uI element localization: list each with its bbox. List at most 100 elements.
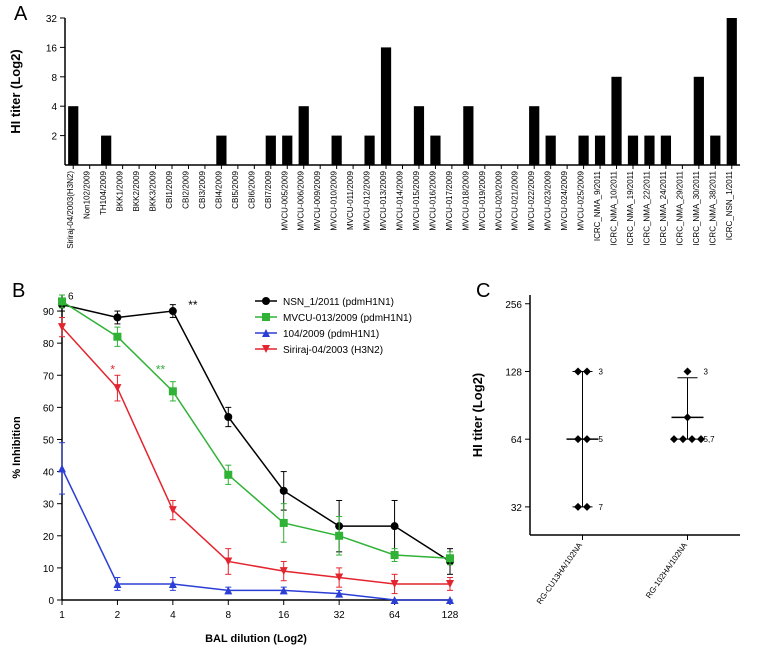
annotation: * — [110, 362, 115, 376]
xtick-label: MVCU-020/2009 — [494, 170, 503, 230]
xtick-label: RG-102HA/102NA — [644, 540, 689, 600]
xtick-label: MVCU-017/2009 — [445, 170, 454, 230]
series-marker — [169, 387, 177, 395]
series-marker — [113, 313, 121, 321]
series-marker — [113, 384, 121, 392]
xtick-label: MVCU-014/2009 — [396, 170, 405, 230]
series-marker — [169, 307, 177, 315]
xtick-label: CBI1/2009 — [165, 170, 174, 208]
scatter-point — [684, 367, 692, 375]
xtick-label: BKK2/2009 — [132, 170, 141, 211]
ytick-label: 10 — [43, 564, 55, 575]
panel-b-chart: 010203040506070809012481632641286*****NS… — [0, 275, 460, 655]
scatter-point — [583, 435, 591, 443]
ytick-label: 2 — [51, 132, 57, 143]
panel-letter: B — [12, 280, 25, 302]
ytick-label: 40 — [43, 468, 55, 479]
xtick-label: ICRC_NMA_29/2011 — [675, 170, 684, 245]
ytick-label: 4 — [51, 102, 57, 113]
xtick-label: ICRC_NMA_30/2011 — [692, 170, 701, 245]
xtick-label: CBI6/2009 — [247, 170, 256, 208]
series-marker — [391, 551, 399, 559]
bar — [578, 136, 588, 165]
bar — [463, 106, 473, 165]
bar — [414, 106, 424, 165]
bar — [381, 47, 391, 165]
bar — [299, 106, 309, 165]
bar — [644, 136, 654, 165]
ytick-label: 60 — [43, 403, 55, 414]
xtick-label: ICRC_NMA_22/2011 — [642, 170, 651, 245]
ytick-label: 50 — [43, 435, 55, 446]
xtick-label: MVCU-009/2009 — [313, 170, 322, 230]
point-label: 3 — [704, 367, 709, 376]
xtick-label: MVCU-006/2009 — [297, 170, 306, 230]
bar — [611, 77, 621, 165]
scatter-point — [684, 413, 692, 421]
bar — [628, 136, 638, 165]
xtick-label: 4 — [170, 610, 176, 621]
annotation: 6 — [68, 291, 74, 302]
bar — [101, 136, 111, 165]
xtick-label: ICRC_NMA_10/2011 — [610, 170, 619, 245]
xtick-label: MVCU-005/2009 — [280, 170, 289, 230]
xtick-label: MVCU-023/2009 — [544, 170, 553, 230]
bar — [364, 136, 374, 165]
ytick-label: 0 — [48, 596, 54, 607]
xtick-label: ICRC_NMA_24/2011 — [659, 170, 668, 245]
series-marker — [224, 413, 232, 421]
scatter-point — [574, 503, 582, 511]
series-marker — [280, 519, 288, 527]
legend-label: Siriraj-04/2003 (H3N2) — [283, 345, 383, 356]
xtick-label: 64 — [389, 610, 401, 621]
ytick-label: 32 — [46, 14, 58, 25]
bar — [332, 136, 342, 165]
xtick-label: 128 — [442, 610, 459, 621]
point-label: 7 — [599, 503, 604, 512]
scatter-point — [679, 435, 687, 443]
scatter-point — [583, 367, 591, 375]
point-label: 3 — [599, 367, 604, 376]
bar — [710, 136, 720, 165]
ytick-label: 90 — [43, 307, 55, 318]
ytick-label: 256 — [505, 300, 522, 311]
panel-letter: C — [476, 280, 490, 302]
panel-letter: A — [14, 3, 28, 25]
xtick-label: ICRC_NSN_1/2011 — [725, 170, 734, 240]
y-axis-label: HI titer (Log2) — [470, 373, 485, 458]
ytick-label: 20 — [43, 532, 55, 543]
series-marker — [113, 333, 121, 341]
x-axis-label: BAL dilution (Log2) — [205, 633, 307, 645]
bar — [430, 136, 440, 165]
xtick-label: MVCU-018/2009 — [461, 170, 470, 230]
scatter-point — [670, 435, 678, 443]
legend-label: MVCU-013/2009 (pdmH1N1) — [283, 313, 412, 324]
ytick-label: 70 — [43, 371, 55, 382]
xtick-label: MVCU-019/2009 — [478, 170, 487, 230]
xtick-label: MVCU-010/2009 — [330, 170, 339, 230]
xtick-label: MVCU-016/2009 — [428, 170, 437, 230]
series-marker — [280, 487, 288, 495]
bar — [727, 18, 737, 165]
xtick-label: 1 — [59, 610, 65, 621]
panel-a-chart: 2481632Siriraj-04/2003(H3N2)Non102/2009T… — [0, 0, 760, 280]
bar — [661, 136, 671, 165]
series-marker — [446, 554, 454, 562]
point-label: 5,7 — [704, 435, 716, 444]
xtick-label: ICRC_NMA_38/2011 — [708, 170, 717, 245]
bar — [595, 136, 605, 165]
series-marker — [58, 297, 66, 305]
y-axis-label: % Inhibition — [11, 416, 23, 479]
bar — [546, 136, 556, 165]
scatter-point — [583, 503, 591, 511]
series-line — [62, 305, 450, 562]
scatter-point — [688, 435, 696, 443]
xtick-label: 32 — [334, 610, 346, 621]
xtick-label: MVCU-013/2009 — [379, 170, 388, 230]
xtick-label: CBI7/2009 — [264, 170, 273, 208]
xtick-label: MVCU-021/2009 — [511, 170, 520, 230]
series-line — [62, 327, 450, 584]
ytick-label: 64 — [511, 435, 523, 446]
panel-c-chart: 3264128256357RG-CU13HA/102NA35,7RG-102HA… — [460, 275, 760, 655]
xtick-label: MVCU-025/2009 — [577, 170, 586, 230]
